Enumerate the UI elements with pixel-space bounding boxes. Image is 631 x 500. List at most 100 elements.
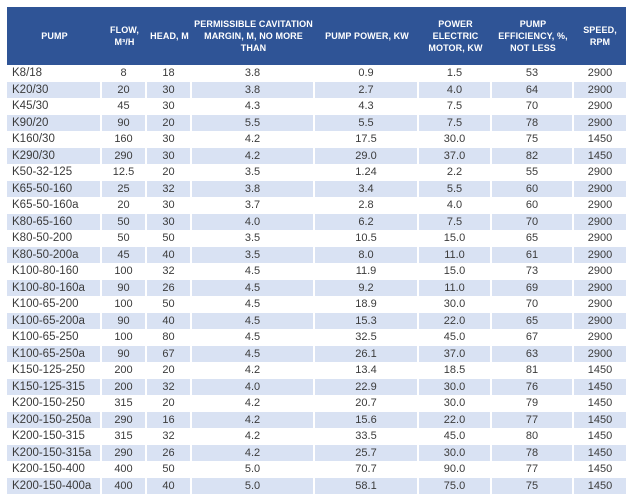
cell-speed: 2900 [574,263,626,280]
table-row: K200-150-315a 290 26 4.2 25.7 30.0 78 1450 [7,444,626,461]
cell-speed: 1450 [574,428,626,445]
cell-pump-power: 29.0 [315,147,419,164]
pump-specs-table-container: PUMP FLOW, M³/H HEAD, M PERMISSIBLE CAVI… [7,7,626,494]
table-body: K8/18 8 18 3.8 0.9 1.5 53 2900 K20/30 20 30 3.8 2.7 4… [7,65,626,494]
cell-speed: 2900 [574,296,626,313]
cell-cavitation-margin: 4.2 [192,131,315,148]
cell-speed: 1450 [574,378,626,395]
cell-flow: 315 [102,395,147,412]
table-row: K100-65-250 100 80 4.5 32.5 45.0 67 2900 [7,329,626,346]
cell-pump: K80-50-200 [7,230,102,247]
cell-efficiency: 75 [492,477,574,494]
cell-head: 50 [147,461,192,478]
cell-speed: 2900 [574,114,626,131]
cell-motor-power: 4.0 [419,81,492,98]
cell-efficiency: 53 [492,65,574,82]
table-row: K290/30 290 30 4.2 29.0 37.0 82 1450 [7,147,626,164]
table-row: K200-150-315 315 32 4.2 33.5 45.0 80 1450 [7,428,626,445]
table-row: K150-125-315 200 32 4.0 22.9 30.0 76 1450 [7,378,626,395]
cell-speed: 2900 [574,329,626,346]
cell-cavitation-margin: 3.5 [192,246,315,263]
col-header-flow: FLOW, M³/H [102,7,147,65]
table-row: K160/30 160 30 4.2 17.5 30.0 75 1450 [7,131,626,148]
cell-flow: 45 [102,246,147,263]
cell-pump-power: 18.9 [315,296,419,313]
cell-pump: K100-65-200 [7,296,102,313]
cell-motor-power: 11.0 [419,246,492,263]
cell-efficiency: 77 [492,411,574,428]
cell-flow: 290 [102,411,147,428]
header-row: PUMP FLOW, M³/H HEAD, M PERMISSIBLE CAVI… [7,7,626,65]
col-header-pump: PUMP [7,7,102,65]
cell-motor-power: 30.0 [419,378,492,395]
cell-speed: 2900 [574,312,626,329]
cell-motor-power: 45.0 [419,329,492,346]
cell-speed: 2900 [574,180,626,197]
cell-head: 20 [147,114,192,131]
cell-head: 80 [147,329,192,346]
cell-pump-power: 8.0 [315,246,419,263]
cell-pump-power: 15.3 [315,312,419,329]
cell-pump: K20/30 [7,81,102,98]
cell-cavitation-margin: 4.2 [192,362,315,379]
cell-flow: 12.5 [102,164,147,181]
cell-flow: 400 [102,477,147,494]
cell-speed: 1450 [574,477,626,494]
cell-efficiency: 60 [492,197,574,214]
cell-flow: 290 [102,444,147,461]
cell-motor-power: 30.0 [419,296,492,313]
cell-head: 30 [147,81,192,98]
cell-cavitation-margin: 4.5 [192,279,315,296]
cell-head: 20 [147,362,192,379]
cell-pump-power: 5.5 [315,114,419,131]
cell-cavitation-margin: 3.8 [192,180,315,197]
cell-cavitation-margin: 3.8 [192,81,315,98]
cell-speed: 2900 [574,230,626,247]
col-header-motor-power: POWER ELECTRIC MOTOR, KW [419,7,492,65]
table-row: K100-65-200 100 50 4.5 18.9 30.0 70 2900 [7,296,626,313]
cell-speed: 2900 [574,246,626,263]
table-row: K200-150-250a 290 16 4.2 15.6 22.0 77 1450 [7,411,626,428]
cell-cavitation-margin: 4.2 [192,395,315,412]
cell-pump: K100-65-200a [7,312,102,329]
cell-motor-power: 45.0 [419,428,492,445]
table-row: K100-80-160 100 32 4.5 11.9 15.0 73 2900 [7,263,626,280]
col-header-speed: SPEED, RPM [574,7,626,65]
cell-pump: K50-32-125 [7,164,102,181]
cell-efficiency: 65 [492,312,574,329]
cell-pump: K150-125-250 [7,362,102,379]
cell-flow: 90 [102,114,147,131]
cell-motor-power: 7.5 [419,114,492,131]
cell-pump: K45/30 [7,98,102,115]
cell-pump-power: 9.2 [315,279,419,296]
table-row: K45/30 45 30 4.3 4.3 7.5 70 2900 [7,98,626,115]
cell-head: 30 [147,147,192,164]
cell-pump-power: 26.1 [315,345,419,362]
cell-cavitation-margin: 4.5 [192,263,315,280]
cell-flow: 90 [102,279,147,296]
table-row: K100-80-160a 90 26 4.5 9.2 11.0 69 2900 [7,279,626,296]
cell-cavitation-margin: 4.2 [192,411,315,428]
cell-pump: K200-150-400a [7,477,102,494]
cell-head: 16 [147,411,192,428]
cell-speed: 2900 [574,345,626,362]
cell-pump-power: 20.7 [315,395,419,412]
cell-motor-power: 30.0 [419,131,492,148]
cell-cavitation-margin: 4.5 [192,329,315,346]
cell-pump-power: 1.24 [315,164,419,181]
cell-flow: 400 [102,461,147,478]
cell-flow: 200 [102,378,147,395]
cell-efficiency: 61 [492,246,574,263]
cell-efficiency: 70 [492,213,574,230]
cell-head: 32 [147,378,192,395]
cell-cavitation-margin: 3.5 [192,164,315,181]
cell-pump-power: 17.5 [315,131,419,148]
cell-pump: K65-50-160 [7,180,102,197]
table-row: K200-150-250 315 20 4.2 20.7 30.0 79 1450 [7,395,626,412]
cell-speed: 1450 [574,444,626,461]
cell-cavitation-margin: 4.2 [192,428,315,445]
cell-flow: 50 [102,230,147,247]
cell-speed: 2900 [574,197,626,214]
cell-motor-power: 5.5 [419,180,492,197]
cell-flow: 100 [102,263,147,280]
